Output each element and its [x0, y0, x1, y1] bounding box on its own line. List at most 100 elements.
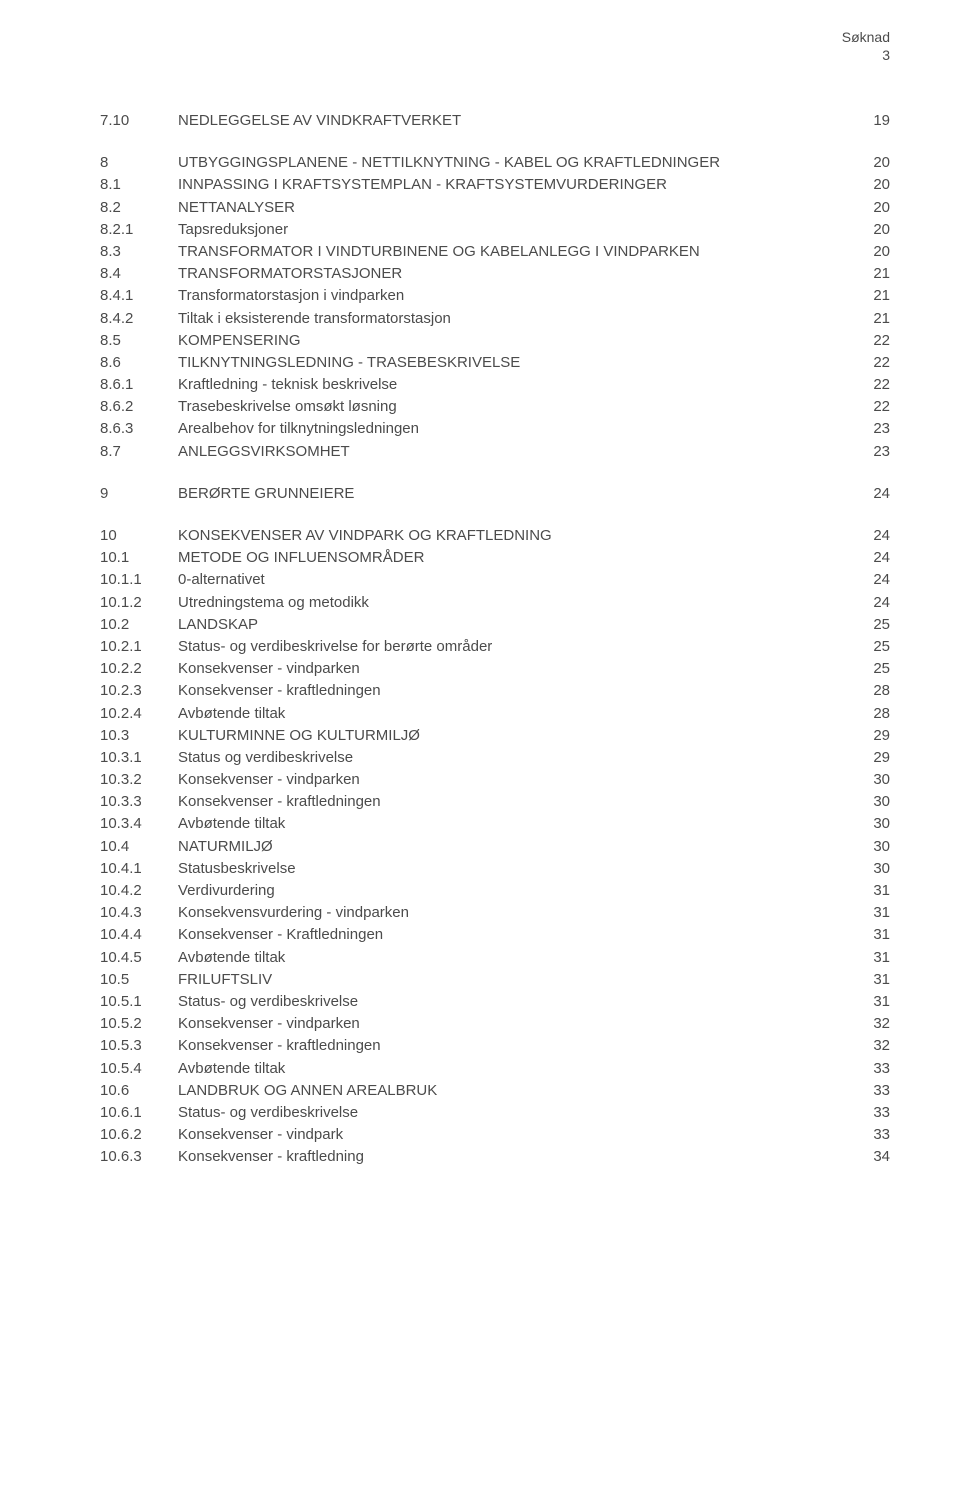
toc-row: 9BERØRTE GRUNNEIERE24 — [100, 483, 890, 505]
toc-section-number: 10.4 — [100, 836, 178, 858]
toc-section-title: Konsekvenser - vindparken — [178, 769, 858, 791]
toc-row: 10.6LANDBRUK OG ANNEN AREALBRUK33 — [100, 1080, 890, 1102]
toc-section-title: Tapsreduksjoner — [178, 219, 858, 241]
toc-section-number: 8.6.1 — [100, 374, 178, 396]
toc-page-number: 25 — [858, 658, 890, 680]
toc-page-number: 30 — [858, 769, 890, 791]
toc-page-number: 20 — [858, 174, 890, 196]
toc-section-title: Konsekvenser - kraftledningen — [178, 791, 858, 813]
toc-page-number: 25 — [858, 636, 890, 658]
toc-row: 10.5.3Konsekvenser - kraftledningen32 — [100, 1035, 890, 1057]
toc-section-title: Status- og verdibeskrivelse for berørte … — [178, 636, 858, 658]
toc-section-number: 8.7 — [100, 441, 178, 463]
toc-row: 8.4.1Transformatorstasjon i vindparken21 — [100, 285, 890, 307]
toc-row: 10.6.2Konsekvenser - vindpark33 — [100, 1124, 890, 1146]
toc-section-title: TILKNYTNINGSLEDNING - TRASEBESKRIVELSE — [178, 352, 858, 374]
toc-page-number: 30 — [858, 858, 890, 880]
toc-row: 7.10NEDLEGGELSE AV VINDKRAFTVERKET19 — [100, 110, 890, 132]
toc-section-number: 10.5 — [100, 969, 178, 991]
toc-section-number: 10.6.2 — [100, 1124, 178, 1146]
toc-section-number: 8.6.2 — [100, 396, 178, 418]
toc-page-number: 30 — [858, 813, 890, 835]
toc-page-number: 33 — [858, 1102, 890, 1124]
toc-page-number: 30 — [858, 791, 890, 813]
toc-section-title: Kraftledning - teknisk beskrivelse — [178, 374, 858, 396]
toc-section-number: 8 — [100, 152, 178, 174]
page-number: 3 — [842, 46, 890, 64]
toc-page-number: 23 — [858, 441, 890, 463]
toc-page-number: 19 — [858, 110, 890, 132]
toc-page-number: 20 — [858, 241, 890, 263]
toc-row: 10.3.1Status og verdibeskrivelse29 — [100, 747, 890, 769]
toc-section-title: LANDBRUK OG ANNEN AREALBRUK — [178, 1080, 858, 1102]
toc-section-title: Utredningstema og metodikk — [178, 592, 858, 614]
toc-page-number: 31 — [858, 924, 890, 946]
toc-section-number: 10.1.2 — [100, 592, 178, 614]
toc-row: 10.3.3Konsekvenser - kraftledningen30 — [100, 791, 890, 813]
toc-section-title: Statusbeskrivelse — [178, 858, 858, 880]
toc-section-number: 10.3.3 — [100, 791, 178, 813]
toc-row: 10.2.4Avbøtende tiltak28 — [100, 703, 890, 725]
toc-section-number: 8.6.3 — [100, 418, 178, 440]
toc-page-number: 33 — [858, 1058, 890, 1080]
toc-section-title: LANDSKAP — [178, 614, 858, 636]
toc-section-title: Konsekvenser - Kraftledningen — [178, 924, 858, 946]
toc-section-title: Konsekvenser - kraftledning — [178, 1146, 858, 1168]
toc-section-title: METODE OG INFLUENSOMRÅDER — [178, 547, 858, 569]
toc-row: 8.2.1Tapsreduksjoner20 — [100, 219, 890, 241]
toc-row: 8.2NETTANALYSER20 — [100, 197, 890, 219]
toc-page-number: 21 — [858, 308, 890, 330]
toc-section-number: 7.10 — [100, 110, 178, 132]
toc-section-title: Tiltak i eksisterende transformatorstasj… — [178, 308, 858, 330]
toc-row: 10.4.3Konsekvensvurdering - vindparken31 — [100, 902, 890, 924]
toc-page-number: 31 — [858, 991, 890, 1013]
toc-section-title: Status og verdibeskrivelse — [178, 747, 858, 769]
toc-section-title: 0-alternativet — [178, 569, 858, 591]
toc-page-number: 22 — [858, 374, 890, 396]
toc-page-number: 22 — [858, 330, 890, 352]
toc-section-title: UTBYGGINGSPLANENE - NETTILKNYTNING - KAB… — [178, 152, 858, 174]
toc-row: 8.6.3Arealbehov for tilknytningsledninge… — [100, 418, 890, 440]
toc-section-number: 10.4.4 — [100, 924, 178, 946]
toc-section-title: Transformatorstasjon i vindparken — [178, 285, 858, 307]
toc-section-title: Konsekvensvurdering - vindparken — [178, 902, 858, 924]
document-title: Søknad — [842, 28, 890, 46]
toc-page-number: 20 — [858, 152, 890, 174]
toc-row: 8.6.2Trasebeskrivelse omsøkt løsning22 — [100, 396, 890, 418]
toc-section-title: Avbøtende tiltak — [178, 947, 858, 969]
toc-section-number: 8.6 — [100, 352, 178, 374]
toc-section-number: 10.6 — [100, 1080, 178, 1102]
toc-section-number: 10.3.4 — [100, 813, 178, 835]
toc-section-number: 10.2.1 — [100, 636, 178, 658]
toc-row: 10.4.4Konsekvenser - Kraftledningen31 — [100, 924, 890, 946]
toc-row: 10.1METODE OG INFLUENSOMRÅDER24 — [100, 547, 890, 569]
toc-section-title: Status- og verdibeskrivelse — [178, 991, 858, 1013]
toc-section-number: 10.2.2 — [100, 658, 178, 680]
toc-page-number: 31 — [858, 969, 890, 991]
toc-row: 10.5.1Status- og verdibeskrivelse31 — [100, 991, 890, 1013]
toc-page-number: 24 — [858, 592, 890, 614]
toc-section-title: ANLEGGSVIRKSOMHET — [178, 441, 858, 463]
toc-row: 10.5.2Konsekvenser - vindparken32 — [100, 1013, 890, 1035]
toc-section-title: BERØRTE GRUNNEIERE — [178, 483, 858, 505]
toc-section-number: 10.5.3 — [100, 1035, 178, 1057]
toc-section-title: KONSEKVENSER AV VINDPARK OG KRAFTLEDNING — [178, 525, 858, 547]
toc-section-title: Avbøtende tiltak — [178, 703, 858, 725]
toc-row: 10.2.3Konsekvenser - kraftledningen28 — [100, 680, 890, 702]
toc-section-title: INNPASSING I KRAFTSYSTEMPLAN - KRAFTSYST… — [178, 174, 858, 196]
toc-page-number: 22 — [858, 352, 890, 374]
toc-row: 8.6.1Kraftledning - teknisk beskrivelse2… — [100, 374, 890, 396]
toc-page-number: 33 — [858, 1124, 890, 1146]
toc-row: 10.5FRILUFTSLIV31 — [100, 969, 890, 991]
toc-page-number: 29 — [858, 725, 890, 747]
toc-page-number: 21 — [858, 285, 890, 307]
toc-page-number: 24 — [858, 569, 890, 591]
toc-page-number: 24 — [858, 525, 890, 547]
toc-page-number: 34 — [858, 1146, 890, 1168]
toc-group: 7.10NEDLEGGELSE AV VINDKRAFTVERKET19 — [100, 110, 890, 132]
toc-section-title: KULTURMINNE OG KULTURMILJØ — [178, 725, 858, 747]
toc-page-number: 32 — [858, 1013, 890, 1035]
toc-page-number: 21 — [858, 263, 890, 285]
toc-section-number: 10.4.5 — [100, 947, 178, 969]
toc-row: 10.5.4Avbøtende tiltak33 — [100, 1058, 890, 1080]
